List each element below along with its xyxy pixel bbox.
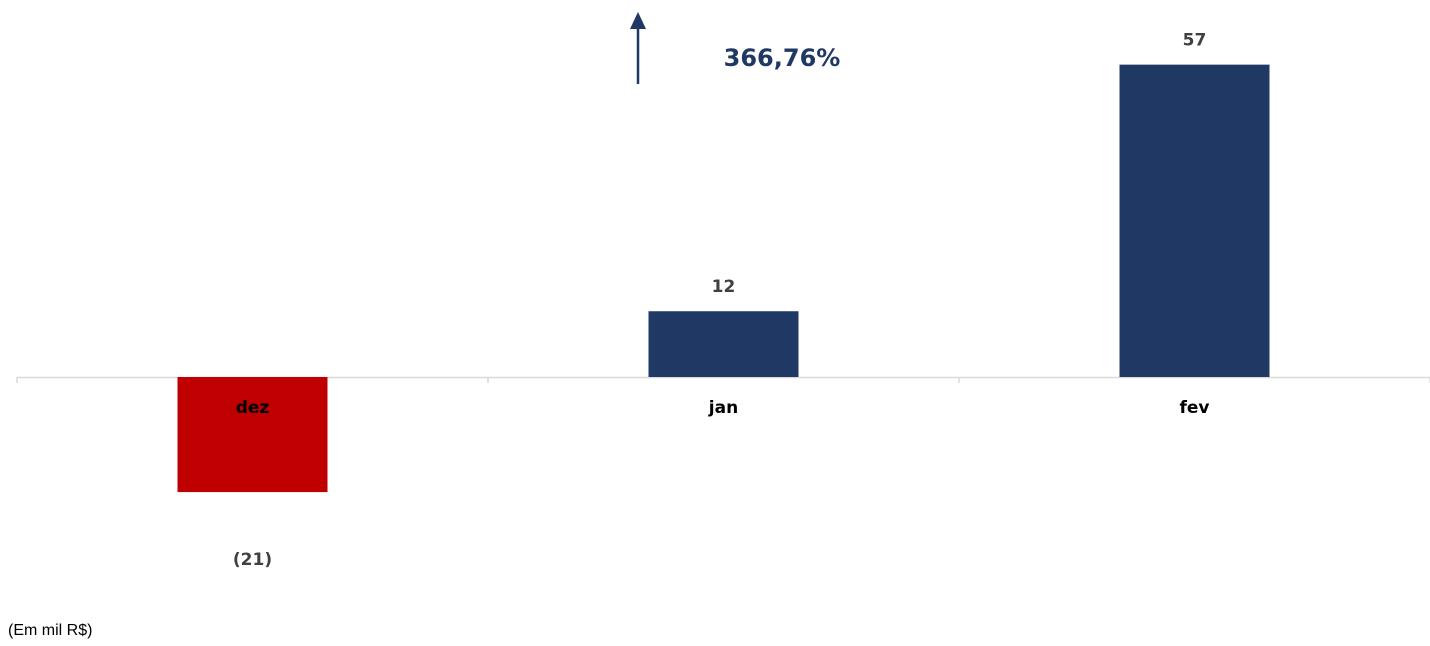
bar-fev [1119,64,1270,377]
unit-note: (Em mil R$) [8,622,93,639]
value-label-jan: 12 [712,277,736,297]
bar-dez [177,377,328,493]
category-label-jan: jan [708,398,738,418]
category-label-dez: dez [236,398,270,418]
bar-jan [648,311,799,377]
labels-layer: dez (21) jan 12 fev 57 [233,31,1210,570]
value-label-fev: 57 [1183,31,1207,51]
growth-arrow-head-icon [630,12,646,29]
growth-indicator: 366,76% [630,12,840,84]
value-label-dez: (21) [233,550,272,570]
bars-layer [177,64,1270,493]
growth-percentage-label: 366,76% [724,44,841,72]
category-label-fev: fev [1179,398,1209,418]
